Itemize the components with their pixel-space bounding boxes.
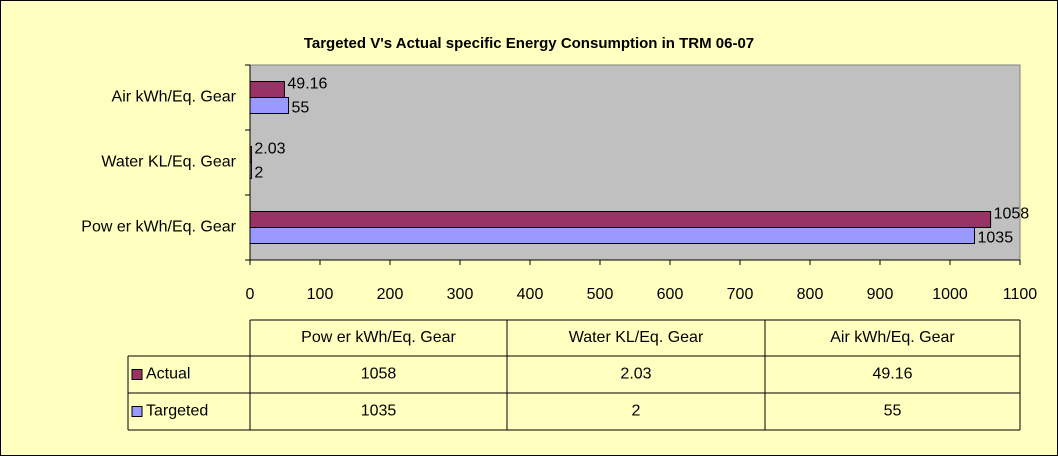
table-cell: 2.03 <box>620 366 651 383</box>
data-label: 1035 <box>978 230 1014 247</box>
x-tick-label: 1000 <box>932 286 968 303</box>
y-tick-label: Water KL/Eq. Gear <box>101 154 236 171</box>
table-cell: 55 <box>884 403 902 420</box>
y-tick-label: Pow er kWh/Eq. Gear <box>81 219 236 236</box>
bar <box>249 162 252 179</box>
data-label: 1058 <box>994 206 1030 223</box>
bar <box>249 146 252 163</box>
x-tick-label: 500 <box>587 286 614 303</box>
bar <box>249 227 975 244</box>
x-tick-label: 0 <box>246 286 255 303</box>
table-header: Water KL/Eq. Gear <box>569 329 704 346</box>
table-cell: 2 <box>632 403 641 420</box>
legend-label: Actual <box>146 366 190 383</box>
x-tick-label: 100 <box>307 286 334 303</box>
x-tick-label: 700 <box>727 286 754 303</box>
y-tick-label: Air kWh/Eq. Gear <box>112 89 237 106</box>
table-cell: 1058 <box>361 366 397 383</box>
x-tick-label: 1100 <box>1003 286 1038 303</box>
bar <box>249 97 289 114</box>
x-tick-label: 800 <box>797 286 824 303</box>
bar <box>249 211 992 228</box>
data-label: 2 <box>254 165 263 182</box>
x-tick-label: 900 <box>867 286 894 303</box>
legend-key <box>131 406 143 417</box>
legend-label: Targeted <box>146 403 208 420</box>
table-cell: 49.16 <box>872 366 912 383</box>
table-cell: 1035 <box>361 403 397 420</box>
x-tick-label: 400 <box>517 286 544 303</box>
bar <box>249 81 285 98</box>
x-tick-label: 600 <box>657 286 684 303</box>
x-tick-label: 300 <box>447 286 474 303</box>
data-label: 55 <box>292 100 310 117</box>
table-header: Air kWh/Eq. Gear <box>830 329 955 346</box>
legend-key <box>131 369 143 380</box>
data-label: 2.03 <box>254 141 285 158</box>
data-label: 49.16 <box>287 76 327 93</box>
x-tick-label: 200 <box>377 286 404 303</box>
chart-title: Targeted V's Actual specific Energy Cons… <box>304 35 754 52</box>
table-header: Pow er kWh/Eq. Gear <box>301 329 456 346</box>
